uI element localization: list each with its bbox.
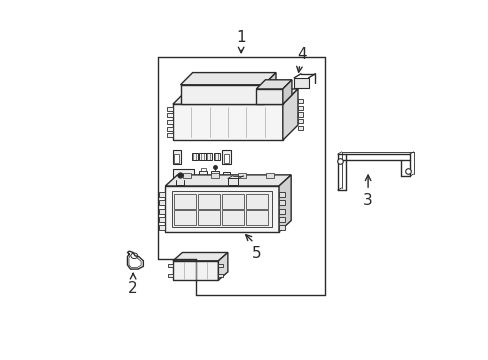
Bar (297, 106, 302, 110)
Bar (218, 274, 223, 278)
Polygon shape (279, 175, 290, 232)
Bar (206, 153, 212, 159)
Polygon shape (256, 89, 282, 104)
Bar (168, 264, 173, 267)
Bar (222, 194, 244, 209)
Polygon shape (282, 80, 291, 104)
Polygon shape (256, 80, 291, 89)
Bar (172, 191, 272, 227)
Bar (166, 113, 173, 117)
Bar (213, 153, 220, 159)
Bar (222, 150, 230, 164)
Bar (183, 173, 191, 178)
Bar (238, 173, 246, 178)
Polygon shape (173, 261, 218, 280)
Polygon shape (173, 104, 282, 140)
Bar (198, 211, 220, 225)
Bar (246, 194, 267, 209)
Bar (159, 217, 165, 222)
Polygon shape (173, 252, 227, 261)
Bar (210, 171, 219, 179)
Polygon shape (218, 252, 227, 280)
Bar (294, 78, 308, 87)
Bar (166, 127, 173, 131)
Bar (191, 153, 198, 159)
Bar (210, 173, 219, 178)
Bar (297, 112, 302, 117)
Bar (218, 264, 223, 267)
Text: 5: 5 (251, 246, 261, 261)
Bar (166, 133, 173, 138)
Bar (223, 154, 228, 163)
Bar (166, 120, 173, 124)
Bar (297, 99, 302, 103)
Polygon shape (180, 73, 275, 85)
Text: 1: 1 (236, 30, 245, 45)
Bar (159, 201, 165, 205)
Bar (159, 225, 165, 230)
Bar (223, 172, 230, 177)
Ellipse shape (131, 253, 138, 258)
Bar (173, 150, 181, 164)
Polygon shape (165, 186, 279, 232)
Bar (201, 168, 205, 171)
Text: 2: 2 (128, 281, 138, 296)
Bar (279, 209, 285, 214)
Bar (279, 217, 285, 222)
Bar (246, 211, 267, 225)
Bar (174, 211, 196, 225)
Bar (173, 169, 193, 180)
Polygon shape (282, 89, 297, 140)
Bar (265, 173, 273, 178)
Polygon shape (173, 89, 297, 104)
Text: 4: 4 (297, 47, 307, 62)
Bar (297, 119, 302, 123)
Polygon shape (264, 73, 275, 104)
Bar (297, 126, 302, 130)
Polygon shape (180, 85, 264, 104)
Bar (222, 211, 244, 225)
Text: 3: 3 (363, 193, 372, 208)
Bar (168, 274, 173, 278)
Bar (174, 154, 179, 163)
Bar (159, 192, 165, 197)
Bar (279, 225, 285, 230)
Bar (279, 201, 285, 205)
Bar (199, 171, 206, 179)
Bar (166, 107, 173, 111)
Bar (198, 194, 220, 209)
Bar (279, 192, 285, 197)
Polygon shape (165, 175, 290, 186)
Bar (159, 209, 165, 214)
Bar (227, 179, 238, 185)
Bar (174, 194, 196, 209)
Bar (199, 153, 205, 159)
Bar (201, 179, 205, 182)
